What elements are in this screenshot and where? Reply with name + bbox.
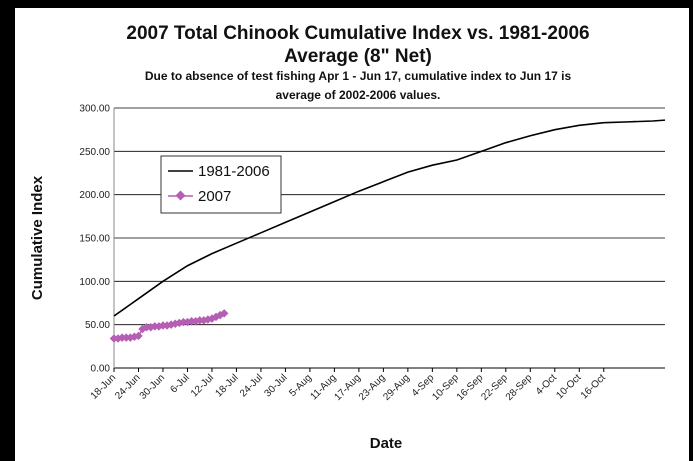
x-tick-label: 10-Oct [554, 372, 583, 401]
y-axis-label: Cumulative Index [29, 175, 46, 300]
legend: 1981-2006 2007 [160, 155, 282, 214]
x-tick-label: 30-Jun [138, 372, 167, 401]
x-tick-label: 16-Oct [579, 372, 608, 401]
data-point-2007 [219, 309, 229, 318]
x-tick-label: 18-Jul [214, 372, 241, 399]
chart-subtitle-line2: average of 2002-2006 values. [276, 88, 441, 102]
chart-title-line1: 2007 Total Chinook Cumulative Index vs. … [126, 23, 589, 44]
y-tick-label: 100.00 [79, 277, 110, 288]
y-tick-label: 300.00 [79, 104, 110, 115]
chart-title-line2: Average (8" Net) [284, 46, 432, 67]
x-tick-label: 18-Jun [89, 372, 118, 401]
x-tick-label: 17-Aug [332, 372, 363, 403]
plot-area: 0.00 50.00 100.00 150.00 200.00 250.00 300.00 1… [79, 104, 666, 403]
data-point-2007 [134, 331, 143, 341]
chart-subtitle-line1: Due to absence of test fishing Apr 1 - J… [145, 69, 572, 83]
y-tick-label: 250.00 [79, 147, 110, 158]
legend-label-2007: 2007 [198, 188, 231, 205]
series-line-1981-2006 [113, 119, 666, 317]
y-tick-label: 150.00 [79, 234, 110, 245]
x-tick-label: 12-Jul [189, 372, 216, 399]
x-tick-label: 29-Aug [381, 372, 412, 403]
x-tick-label: 28-Sep [504, 372, 535, 403]
y-tick-label: 50.00 [85, 320, 110, 331]
legend-marker-2007 [175, 190, 186, 201]
x-tick-label: 24-Jul [238, 372, 265, 399]
x-tick-label: 24-Jun [113, 372, 142, 401]
chart: 2007 Total Chinook Cumulative Index vs. … [29, 23, 666, 452]
y-tick-label: 200.00 [79, 190, 110, 201]
legend-label-1981-2006: 1981-2006 [198, 163, 270, 180]
x-tick-label: 23-Aug [357, 372, 388, 403]
x-axis-label: Date [370, 435, 403, 452]
legend-box [160, 155, 282, 214]
x-tick-label: 30-Jul [262, 372, 289, 399]
y-tick-label: 0.00 [91, 364, 111, 375]
chart-frame: 2007 Total Chinook Cumulative Index vs. … [15, 8, 689, 461]
